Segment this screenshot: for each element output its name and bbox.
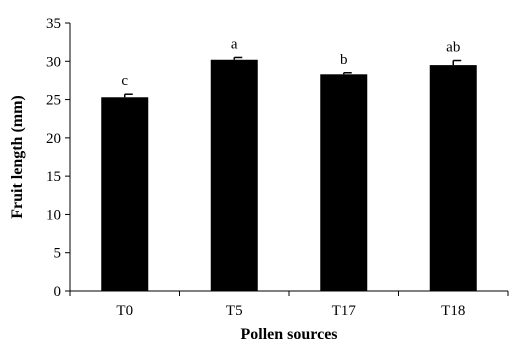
bar bbox=[320, 74, 368, 291]
significance-label: a bbox=[231, 36, 238, 52]
x-axis-title: Pollen sources bbox=[240, 326, 337, 343]
error-bars-group bbox=[124, 56, 462, 98]
x-tick-label: T18 bbox=[441, 303, 465, 319]
y-axis-title: Fruit length (mm) bbox=[9, 95, 26, 219]
x-tick-label: T0 bbox=[116, 303, 133, 319]
y-tick-label: 20 bbox=[46, 131, 61, 147]
bar bbox=[429, 65, 477, 291]
y-axis-ticks: 0 5 10 15 20 25 30 35 bbox=[46, 16, 70, 300]
bars-group bbox=[101, 59, 477, 291]
significance-label: ab bbox=[446, 40, 460, 56]
y-tick-label: 0 bbox=[54, 284, 62, 300]
bar bbox=[101, 97, 149, 291]
x-tick-label: T5 bbox=[226, 303, 243, 319]
y-tick-label: 35 bbox=[46, 16, 61, 32]
x-axis-ticks: T0 T5 T17 T18 bbox=[69, 291, 509, 319]
y-tick-label: 5 bbox=[54, 246, 62, 262]
y-tick-label: 30 bbox=[46, 54, 61, 70]
significance-label: b bbox=[340, 52, 348, 68]
y-tick-label: 10 bbox=[46, 207, 61, 223]
y-tick-label: 15 bbox=[46, 169, 61, 185]
x-tick-label: T17 bbox=[332, 303, 357, 319]
bar bbox=[210, 59, 258, 291]
y-tick-label: 25 bbox=[46, 93, 61, 109]
significance-label: c bbox=[121, 73, 128, 89]
